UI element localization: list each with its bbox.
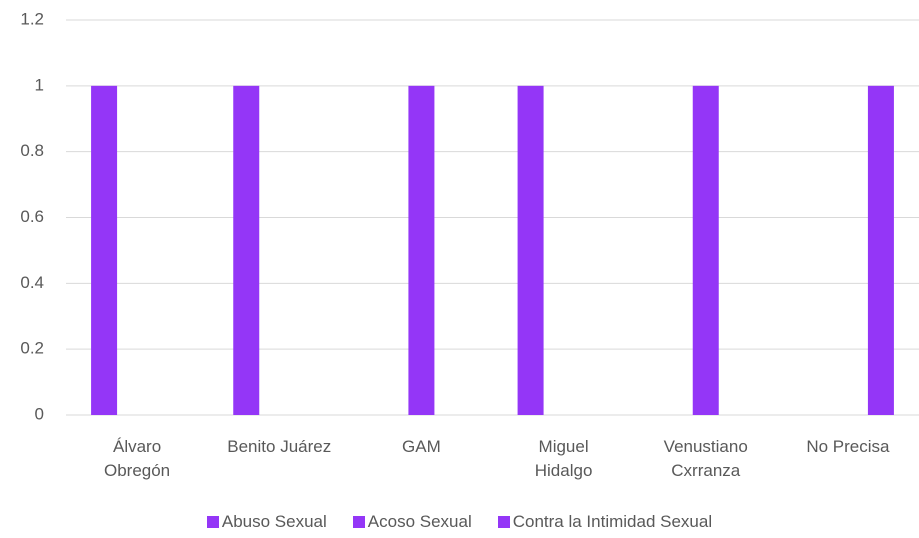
y-tick-label: 0 — [35, 404, 44, 423]
legend-item: Contra la Intimidad Sexual — [497, 512, 713, 532]
y-tick-label: 1.2 — [20, 9, 44, 28]
bar — [517, 85, 544, 415]
legend-swatch — [497, 516, 510, 528]
x-tick-label: Benito Juárez — [227, 437, 332, 456]
y-tick-label: 0.4 — [20, 273, 44, 292]
x-tick-label: Álvaro Obregón — [103, 437, 171, 480]
legend-swatch — [206, 516, 219, 528]
bar — [867, 85, 894, 415]
legend-label: Acoso Sexual — [367, 512, 472, 531]
bar — [91, 85, 118, 415]
legend-swatch — [352, 516, 365, 528]
bar — [692, 85, 719, 415]
legend-item: Acoso Sexual — [352, 512, 472, 532]
y-tick-label: 0.8 — [20, 141, 44, 160]
bar — [233, 85, 260, 415]
x-tick-label: No Precisa — [806, 437, 890, 456]
bar — [408, 85, 435, 415]
y-tick-label: 1 — [35, 75, 44, 94]
x-tick-label: Miguel Hidalgo — [534, 437, 593, 480]
legend-item: Abuso Sexual — [206, 512, 327, 532]
x-tick-label: GAM — [402, 437, 441, 456]
y-tick-label: 0.6 — [20, 207, 44, 226]
legend-label: Abuso Sexual — [221, 512, 327, 531]
legend-label: Contra la Intimidad Sexual — [512, 512, 713, 531]
x-tick-label: Venustiano Cxrranza — [663, 437, 748, 480]
y-tick-label: 0.2 — [20, 339, 44, 358]
legend: Abuso Sexual Acoso Sexual Contra la Intimi… — [0, 512, 919, 532]
